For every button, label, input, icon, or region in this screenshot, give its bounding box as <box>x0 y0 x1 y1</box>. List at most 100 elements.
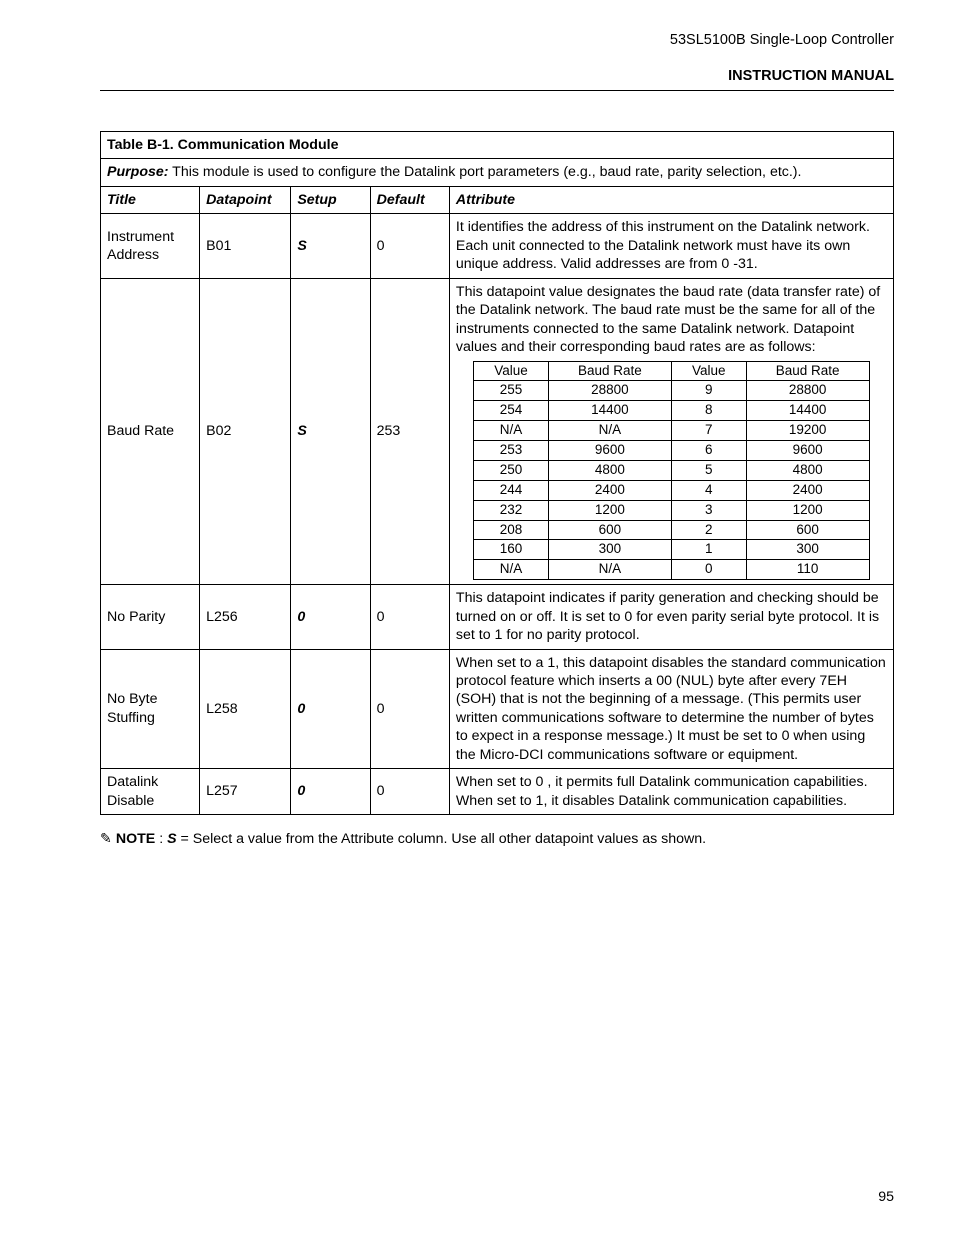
cell-datapoint: L257 <box>200 769 291 815</box>
baud-cell: 28800 <box>548 381 671 401</box>
baud-cell: 19200 <box>746 421 869 441</box>
footnote: ✎ NOTE : S = Select a value from the Att… <box>100 831 894 847</box>
col-setup: Setup <box>291 186 370 213</box>
baud-h-v1: Value <box>474 361 549 381</box>
baud-cell: 4 <box>671 480 746 500</box>
baud-cell: 250 <box>474 460 549 480</box>
cell-datapoint: B02 <box>200 278 291 584</box>
baud-cell: 1 <box>671 540 746 560</box>
baud-cell: 7 <box>671 421 746 441</box>
baud-intro: This datapoint value designates the baud… <box>456 283 887 357</box>
baud-cell: 9600 <box>746 441 869 461</box>
baud-row: 2086002600 <box>474 520 870 540</box>
baud-cell: 110 <box>746 560 869 580</box>
baud-cell: 255 <box>474 381 549 401</box>
baud-cell: 253 <box>474 441 549 461</box>
cell-title: Baud Rate <box>101 278 200 584</box>
table-row: No Byte Stuffing L258 0 0 When set to a … <box>101 649 894 769</box>
cell-datapoint: L256 <box>200 585 291 649</box>
cell-title: No Parity <box>101 585 200 649</box>
baud-row: 232120031200 <box>474 500 870 520</box>
note-label: NOTE <box>116 831 155 847</box>
baud-cell: 2400 <box>746 480 869 500</box>
baud-cell: 4800 <box>746 460 869 480</box>
baud-cell: 3 <box>671 500 746 520</box>
cell-setup: 0 <box>291 585 370 649</box>
table-row: Baud Rate B02 S 253 This datapoint value… <box>101 278 894 584</box>
baud-cell: N/A <box>548 560 671 580</box>
cell-title: No Byte Stuffing <box>101 649 200 769</box>
cell-setup: S <box>291 214 370 278</box>
baud-cell: 5 <box>671 460 746 480</box>
cell-default: 0 <box>370 649 449 769</box>
baud-header-row: Value Baud Rate Value Baud Rate <box>474 361 870 381</box>
baud-cell: 600 <box>746 520 869 540</box>
baud-row: 250480054800 <box>474 460 870 480</box>
note-s: S <box>167 831 176 847</box>
note-sep: : <box>155 831 167 847</box>
col-datapoint: Datapoint <box>200 186 291 213</box>
cell-default: 0 <box>370 585 449 649</box>
cell-setup: 0 <box>291 649 370 769</box>
cell-attribute: This datapoint indicates if parity gener… <box>449 585 893 649</box>
page: 53SL5100B Single-Loop Controller INSTRUC… <box>0 0 954 1235</box>
page-number: 95 <box>878 1189 894 1205</box>
baud-h-v2: Value <box>671 361 746 381</box>
cell-datapoint: B01 <box>200 214 291 278</box>
note-text: = Select a value from the Attribute colu… <box>177 831 707 847</box>
cell-datapoint: L258 <box>200 649 291 769</box>
header-doc-type: INSTRUCTION MANUAL <box>100 68 894 84</box>
table-caption: Table B-1. Communication Module <box>101 132 894 159</box>
baud-cell: 300 <box>746 540 869 560</box>
cell-attribute: When set to 0 , it permits full Datalink… <box>449 769 893 815</box>
header-rule <box>100 90 894 91</box>
baud-row: 25528800928800 <box>474 381 870 401</box>
baud-cell: 6 <box>671 441 746 461</box>
cell-setup: 0 <box>291 769 370 815</box>
table-purpose: Purpose: This module is used to configur… <box>101 159 894 186</box>
pencil-icon: ✎ <box>100 831 112 847</box>
table-header-row: Title Datapoint Setup Default Attribute <box>101 186 894 213</box>
baud-cell: N/A <box>474 421 549 441</box>
baud-cell: 300 <box>548 540 671 560</box>
baud-cell: 0 <box>671 560 746 580</box>
communication-module-table: Table B-1. Communication Module Purpose:… <box>100 131 894 815</box>
baud-row: 244240042400 <box>474 480 870 500</box>
baud-row: 253960069600 <box>474 441 870 461</box>
col-title: Title <box>101 186 200 213</box>
baud-cell: 600 <box>548 520 671 540</box>
purpose-text: This module is used to configure the Dat… <box>169 164 802 180</box>
table-row: Instrument Address B01 S 0 It identifies… <box>101 214 894 278</box>
cell-default: 0 <box>370 769 449 815</box>
baud-cell: 2400 <box>548 480 671 500</box>
cell-attribute: This datapoint value designates the baud… <box>449 278 893 584</box>
baud-cell: 160 <box>474 540 549 560</box>
cell-attribute: It identifies the address of this instru… <box>449 214 893 278</box>
header-product: 53SL5100B Single-Loop Controller <box>100 32 894 48</box>
baud-cell: 254 <box>474 401 549 421</box>
baud-cell: N/A <box>474 560 549 580</box>
cell-title: Instrument Address <box>101 214 200 278</box>
baud-cell: 208 <box>474 520 549 540</box>
cell-setup: S <box>291 278 370 584</box>
baud-h-b1: Baud Rate <box>548 361 671 381</box>
baud-cell: N/A <box>548 421 671 441</box>
baud-cell: 28800 <box>746 381 869 401</box>
baud-cell: 9 <box>671 381 746 401</box>
baud-cell: 2 <box>671 520 746 540</box>
cell-default: 253 <box>370 278 449 584</box>
baud-row: 25414400814400 <box>474 401 870 421</box>
baud-row: N/AN/A0110 <box>474 560 870 580</box>
baud-row: 1603001300 <box>474 540 870 560</box>
baud-cell: 14400 <box>746 401 869 421</box>
baud-h-b2: Baud Rate <box>746 361 869 381</box>
cell-attribute: When set to a 1, this datapoint disables… <box>449 649 893 769</box>
col-attribute: Attribute <box>449 186 893 213</box>
baud-cell: 9600 <box>548 441 671 461</box>
baud-cell: 244 <box>474 480 549 500</box>
baud-cell: 4800 <box>548 460 671 480</box>
table-row: Datalink Disable L257 0 0 When set to 0 … <box>101 769 894 815</box>
baud-cell: 1200 <box>548 500 671 520</box>
table-row: No Parity L256 0 0 This datapoint indica… <box>101 585 894 649</box>
cell-default: 0 <box>370 214 449 278</box>
